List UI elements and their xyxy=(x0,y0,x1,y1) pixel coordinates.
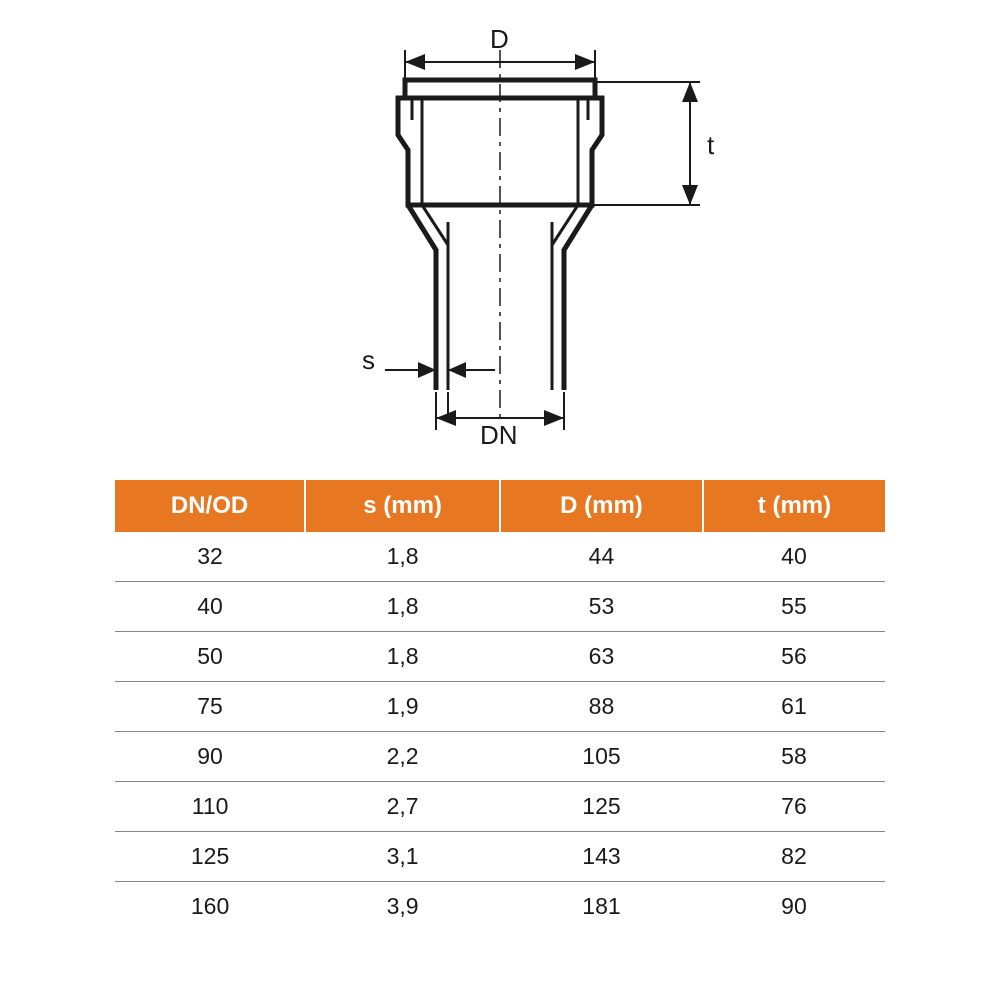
table-row: 1253,114382 xyxy=(115,832,885,882)
table-cell: 1,8 xyxy=(305,532,500,582)
table-cell: 2,2 xyxy=(305,732,500,782)
table-cell: 3,1 xyxy=(305,832,500,882)
table-row: 321,84440 xyxy=(115,532,885,582)
col-d: D (mm) xyxy=(500,480,703,532)
table-cell: 105 xyxy=(500,732,703,782)
table-cell: 40 xyxy=(115,582,305,632)
table-cell: 55 xyxy=(703,582,885,632)
pipe-diagram: D t s DN xyxy=(150,20,850,450)
table-cell: 2,7 xyxy=(305,782,500,832)
table-cell: 44 xyxy=(500,532,703,582)
table-cell: 1,9 xyxy=(305,682,500,732)
table-cell: 61 xyxy=(703,682,885,732)
table-cell: 90 xyxy=(703,882,885,932)
table-row: 401,85355 xyxy=(115,582,885,632)
table-cell: 143 xyxy=(500,832,703,882)
table-cell: 90 xyxy=(115,732,305,782)
table-cell: 125 xyxy=(500,782,703,832)
table-cell: 53 xyxy=(500,582,703,632)
table-cell: 125 xyxy=(115,832,305,882)
table-cell: 110 xyxy=(115,782,305,832)
table-cell: 40 xyxy=(703,532,885,582)
label-s: s xyxy=(362,345,375,376)
table-cell: 3,9 xyxy=(305,882,500,932)
table-cell: 75 xyxy=(115,682,305,732)
table-header-row: DN/OD s (mm) D (mm) t (mm) xyxy=(115,480,885,532)
label-dn: DN xyxy=(480,420,518,451)
dimensions-table: DN/OD s (mm) D (mm) t (mm) 321,84440401,… xyxy=(115,480,885,931)
table-cell: 76 xyxy=(703,782,885,832)
table-cell: 58 xyxy=(703,732,885,782)
label-t: t xyxy=(707,130,714,161)
col-t: t (mm) xyxy=(703,480,885,532)
table-cell: 181 xyxy=(500,882,703,932)
table-cell: 63 xyxy=(500,632,703,682)
table-cell: 56 xyxy=(703,632,885,682)
table-row: 751,98861 xyxy=(115,682,885,732)
table-cell: 32 xyxy=(115,532,305,582)
col-dnod: DN/OD xyxy=(115,480,305,532)
label-d: D xyxy=(490,24,509,55)
table-cell: 1,8 xyxy=(305,632,500,682)
col-s: s (mm) xyxy=(305,480,500,532)
table-row: 902,210558 xyxy=(115,732,885,782)
table-row: 1603,918190 xyxy=(115,882,885,932)
table-row: 501,86356 xyxy=(115,632,885,682)
table-row: 1102,712576 xyxy=(115,782,885,832)
table-cell: 160 xyxy=(115,882,305,932)
table-cell: 88 xyxy=(500,682,703,732)
table-cell: 1,8 xyxy=(305,582,500,632)
table-cell: 50 xyxy=(115,632,305,682)
table-cell: 82 xyxy=(703,832,885,882)
